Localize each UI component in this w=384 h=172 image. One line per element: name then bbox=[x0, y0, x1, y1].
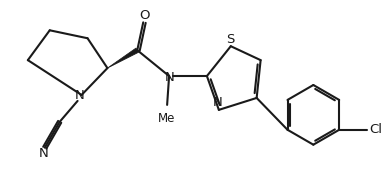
Text: N: N bbox=[39, 147, 49, 160]
Text: N: N bbox=[213, 96, 223, 109]
Polygon shape bbox=[108, 48, 139, 68]
Text: N: N bbox=[165, 71, 175, 84]
Text: Me: Me bbox=[157, 112, 175, 125]
Text: S: S bbox=[227, 33, 235, 46]
Text: Cl: Cl bbox=[369, 123, 382, 136]
Text: O: O bbox=[139, 9, 149, 22]
Text: N: N bbox=[75, 89, 84, 103]
